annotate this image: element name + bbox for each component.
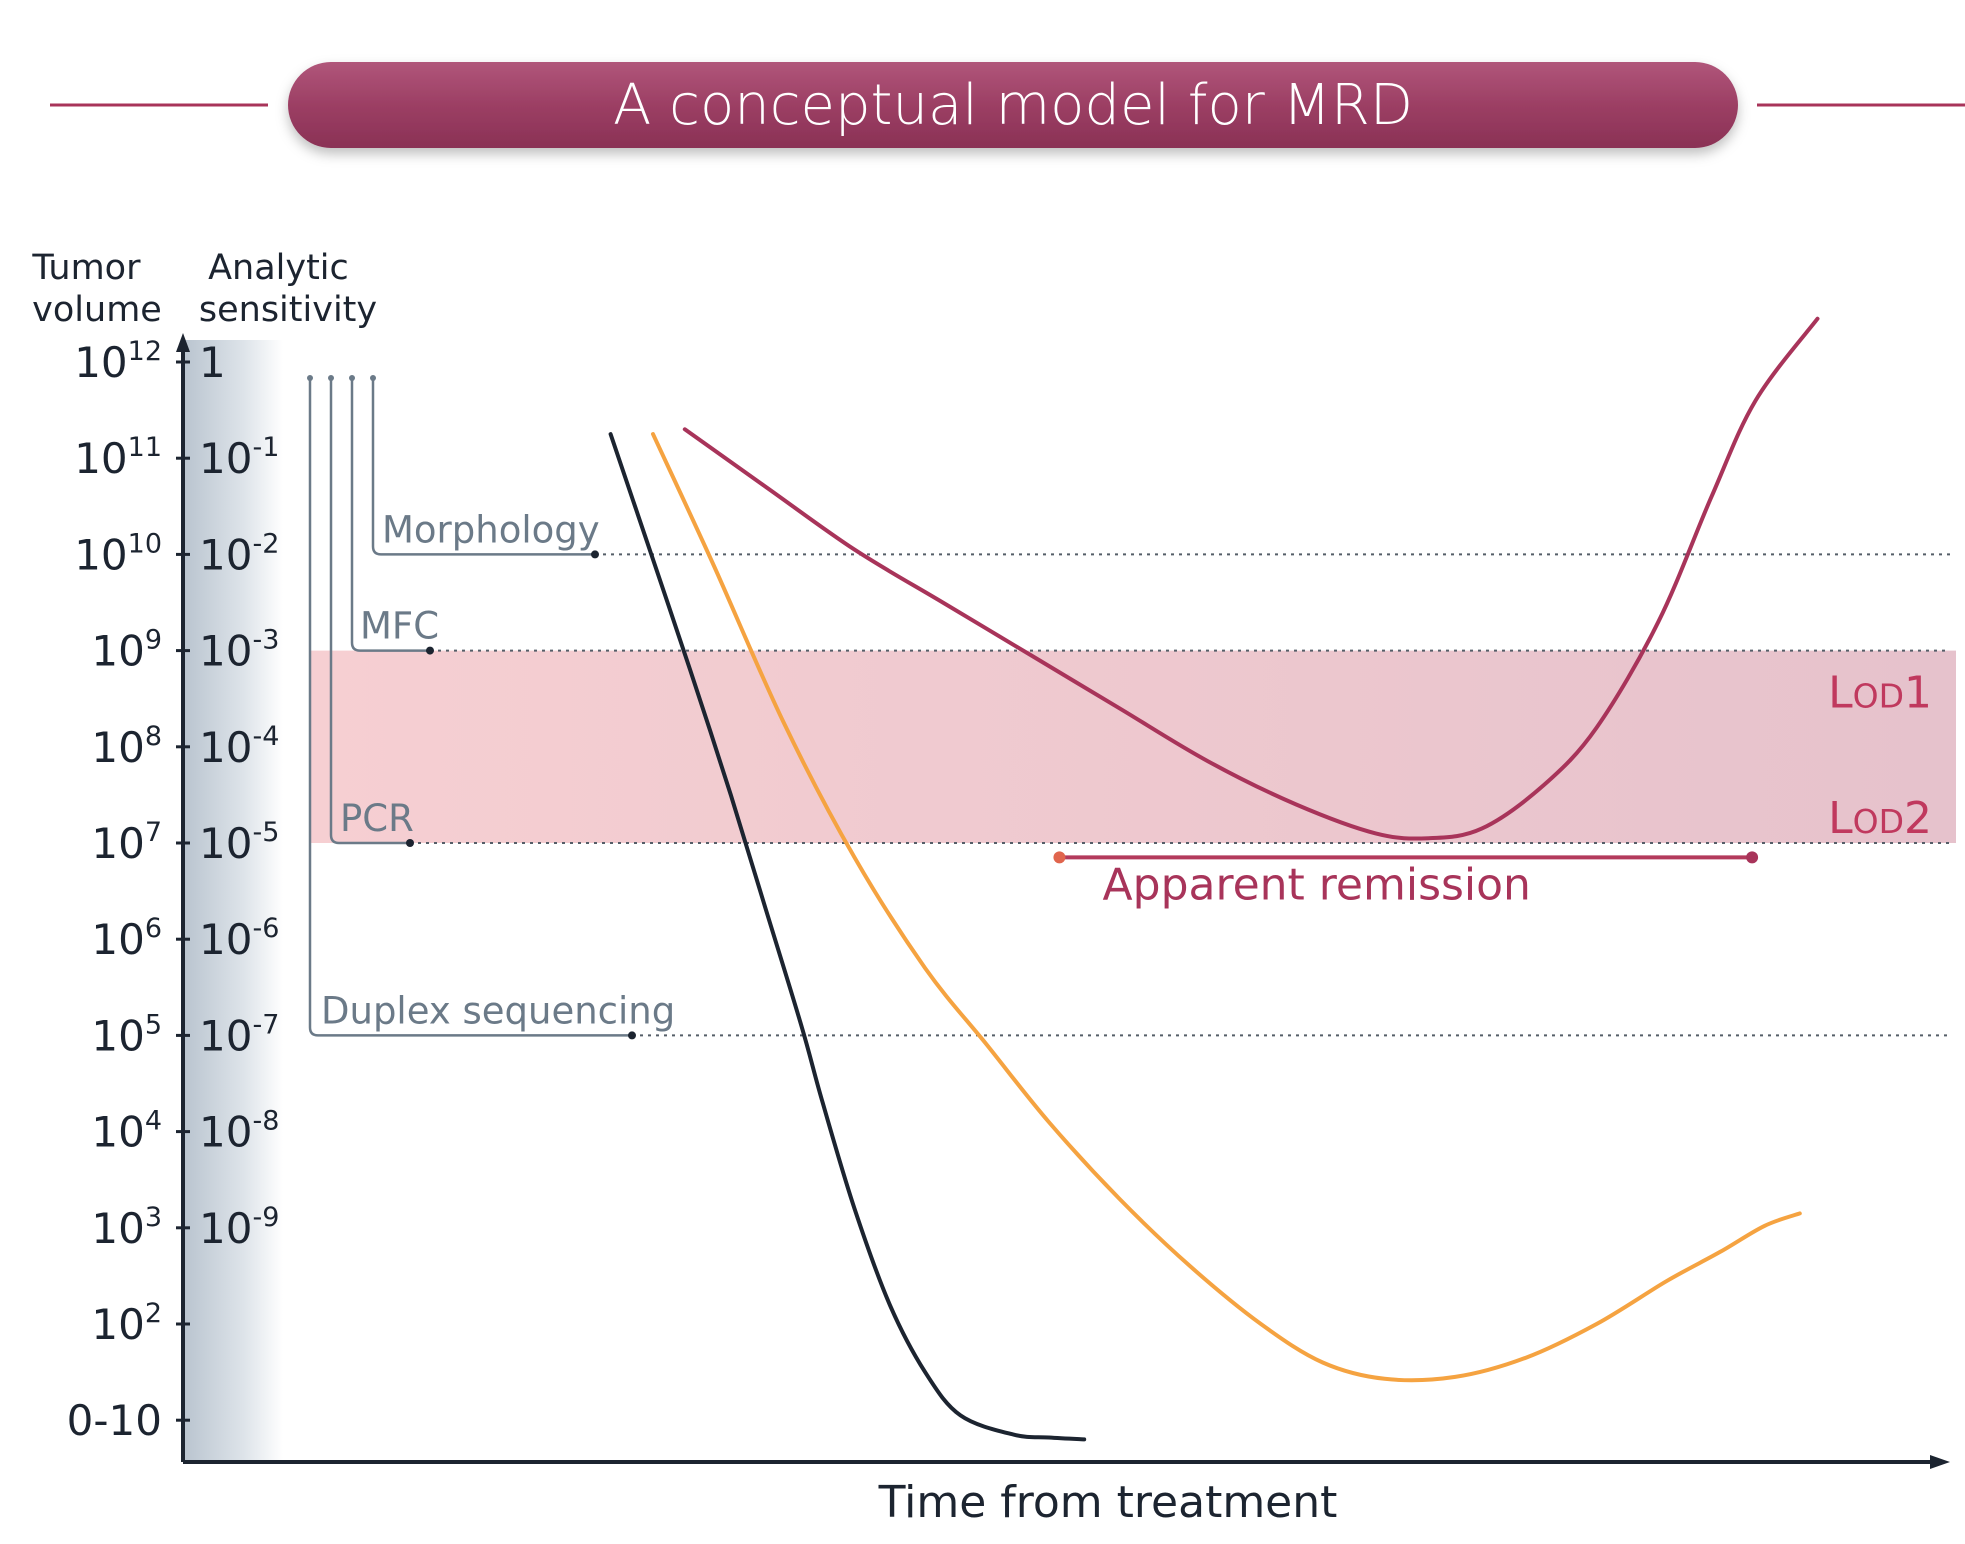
pcr-bracket bbox=[329, 378, 410, 845]
tick-6-volume-label: 106 bbox=[91, 913, 162, 964]
remission-label: Apparent remission bbox=[1103, 859, 1531, 910]
lod-band bbox=[311, 650, 1956, 843]
tick-10-sensitivity-label: 10-2 bbox=[199, 528, 279, 579]
x-axis-arrowhead bbox=[1930, 1455, 1950, 1469]
duplex-sequencing-bracket bbox=[308, 378, 632, 1037]
tick-12-volume-label: 1012 bbox=[74, 336, 162, 387]
tick-5-volume-label: 105 bbox=[91, 1009, 162, 1060]
chart-title: A conceptual model for MRD bbox=[613, 73, 1413, 138]
tick-2-volume-label: 102 bbox=[91, 1298, 162, 1349]
lod1-label: LOD1 bbox=[1828, 668, 1932, 719]
duplex-sequencing-label: Duplex sequencing bbox=[321, 989, 675, 1032]
title-banner: A conceptual model for MRD bbox=[50, 62, 1965, 148]
lod2-label: LOD2 bbox=[1828, 793, 1932, 844]
curve-crimson bbox=[682, 316, 1820, 841]
tick-8-sensitivity-label: 10-4 bbox=[199, 721, 279, 772]
y-axis-arrowhead bbox=[176, 333, 190, 352]
axes bbox=[176, 333, 1950, 1469]
curve-black bbox=[608, 432, 1087, 1442]
title-pill bbox=[288, 62, 1738, 148]
curves bbox=[608, 316, 1820, 1442]
y-heading-right: Analytic sensitivity bbox=[199, 248, 377, 330]
tick-9-volume-label: 109 bbox=[91, 625, 162, 676]
tick-6-sensitivity-label: 10-6 bbox=[199, 913, 279, 964]
lod-labels: LOD1 LOD2 bbox=[1828, 668, 1932, 844]
axis-shade bbox=[183, 340, 283, 1462]
mfc-label: MFC bbox=[360, 605, 439, 648]
tick-11-sensitivity-label: 10-1 bbox=[199, 432, 279, 483]
morphology-label: Morphology bbox=[382, 508, 600, 551]
morphology-bracket bbox=[371, 378, 595, 556]
y-heading-left: Tumor volume bbox=[31, 248, 161, 330]
y-ticks: 1012 1 1011 10-1 1010 10-2 109 10-3 108 10-4 107 10… bbox=[67, 336, 280, 1445]
pcr-end-dot bbox=[406, 839, 414, 847]
tick-3-volume-label: 103 bbox=[91, 1202, 162, 1253]
tick-11-volume-label: 1011 bbox=[74, 432, 162, 483]
pcr-label: PCR bbox=[340, 797, 414, 840]
tick-8-volume-label: 108 bbox=[91, 721, 162, 772]
tick-1-volume-label: 0-10 bbox=[67, 1396, 162, 1445]
tick-4-sensitivity-label: 10-8 bbox=[199, 1106, 279, 1157]
mfc-end-dot bbox=[426, 646, 434, 655]
tick-4-volume-label: 104 bbox=[91, 1106, 162, 1157]
morphology-end-dot bbox=[591, 550, 599, 559]
tick-7-sensitivity-label: 10-5 bbox=[199, 817, 279, 868]
tick-3-sensitivity-label: 10-9 bbox=[199, 1202, 279, 1253]
duplex-sequencing-end-dot bbox=[628, 1031, 636, 1040]
x-axis-label: Time from treatment bbox=[878, 1477, 1338, 1528]
mfc-bracket bbox=[350, 378, 430, 652]
tick-12-sensitivity-label: 1 bbox=[199, 338, 226, 387]
tick-9-sensitivity-label: 10-3 bbox=[199, 625, 279, 676]
sensitivity-guides bbox=[410, 553, 1950, 1037]
tick-7-volume-label: 107 bbox=[91, 817, 162, 868]
method-brackets: Morphology MFC PCR Duplex sequencing bbox=[307, 375, 675, 1040]
remission-start-dot bbox=[1053, 851, 1066, 864]
remission-end-dot bbox=[1746, 851, 1759, 864]
curve-orange bbox=[651, 432, 1802, 1383]
tick-5-sensitivity-label: 10-7 bbox=[199, 1009, 279, 1060]
tick-10-volume-label: 1010 bbox=[74, 528, 162, 579]
apparent-remission: Apparent remission bbox=[1053, 851, 1759, 910]
